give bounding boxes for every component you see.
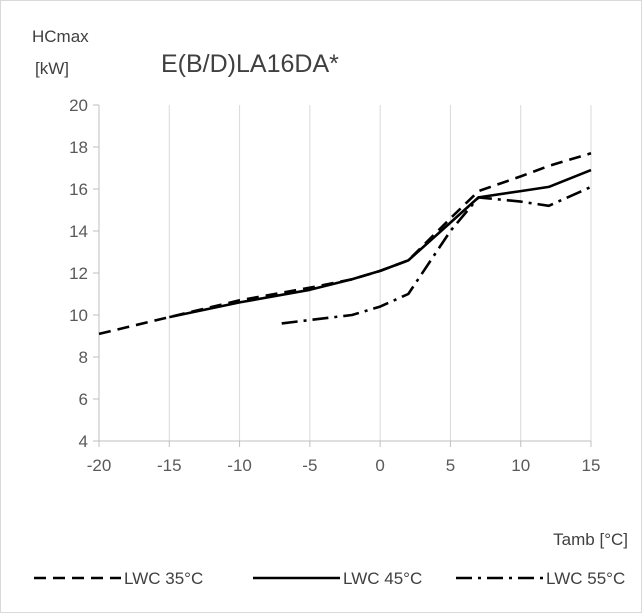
x-tick-label-5: 5: [446, 456, 455, 475]
x-tick-label-0: -20: [87, 456, 112, 475]
legend-label-1: LWC 35°C: [124, 569, 203, 588]
x-tick-label-3: -5: [302, 456, 317, 475]
y-tick-label-4: 12: [69, 264, 88, 283]
x-tick-label-6: 10: [511, 456, 530, 475]
y-tick-label-0: 4: [79, 432, 88, 451]
series-line-3: [281, 185, 592, 325]
legend: LWC 35°C LWC 45°C LWC 55°C: [34, 569, 625, 588]
legend-label-3: LWC 55°C: [546, 569, 625, 588]
y-tick-label-5: 14: [69, 222, 88, 241]
x-axis-label: Tamb [°C]: [553, 530, 628, 549]
y-tick-label-7: 18: [69, 138, 88, 157]
x-tick-label-2: -10: [227, 456, 252, 475]
y-tick-label-2: 8: [79, 348, 88, 367]
y-tick-label-3: 10: [69, 306, 88, 325]
chart-title: E(B/D)LA16DA*: [161, 50, 339, 78]
grid-lines: [168, 105, 592, 441]
tick-labels: 4 6 8 10 12 14 16 18 20 -20 -15 -10 -5 0 5 10 15: [69, 96, 600, 475]
y-axis-label-line1: HCmax: [32, 27, 89, 46]
y-tick-label-8: 20: [69, 96, 88, 115]
series-line-2: [169, 168, 592, 319]
x-tick-label-1: -15: [157, 456, 182, 475]
y-tick-label-1: 6: [79, 390, 88, 409]
y-tick-label-6: 16: [69, 180, 88, 199]
x-tick-label-4: 0: [375, 456, 384, 475]
legend-label-2: LWC 45°C: [343, 569, 422, 588]
y-axis-label-line2: [kW]: [35, 59, 69, 78]
x-tick-label-7: 15: [582, 456, 601, 475]
series-lines: [98, 152, 592, 336]
series-line-1: [98, 152, 592, 336]
axes: [93, 104, 592, 447]
